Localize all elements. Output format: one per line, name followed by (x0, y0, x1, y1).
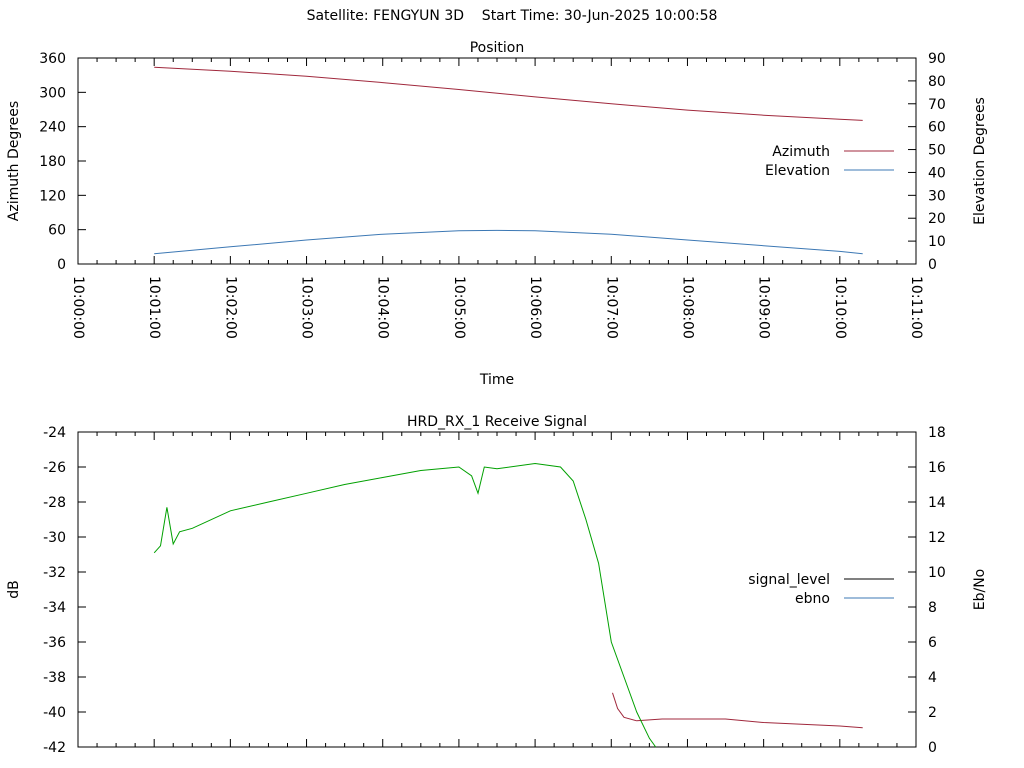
position-series-Elevation (154, 229, 863, 255)
position-title: Position (470, 40, 525, 56)
position-x-tick-label: 10:02:00 (222, 276, 238, 339)
signal-y2-tick-label: 4 (928, 670, 937, 686)
signal-y-tick-label: -28 (43, 495, 66, 511)
position-x-tick-label: 10:11:00 (908, 276, 924, 339)
position-x-tick-label: 10:09:00 (756, 276, 772, 339)
position-y2-tick-label: 80 (928, 74, 946, 90)
signal-y2-tick-label: 12 (928, 530, 946, 546)
position-y2-tick-label: 90 (928, 51, 946, 67)
signal-plot-frame (77, 431, 917, 748)
position-x-tick-label: 10:08:00 (679, 276, 695, 339)
position-x-tick-label: 10:10:00 (832, 276, 848, 339)
position-y-tick-label: 240 (39, 120, 66, 136)
position-y-tick-label: 180 (39, 154, 66, 170)
signal-y-tick-label: -40 (43, 705, 66, 721)
signal-y2-tick-label: 16 (928, 460, 946, 476)
position-y-tick-label: 120 (39, 188, 66, 204)
position-x-tick-label: 10:05:00 (451, 276, 467, 339)
signal-y2-tick-label: 6 (928, 635, 937, 651)
position-legend-label-Azimuth: Azimuth (772, 144, 830, 160)
position-y2-tick-label: 50 (928, 143, 946, 159)
signal-y-tick-label: -24 (43, 425, 66, 441)
position-x-tick-label: 10:03:00 (299, 276, 315, 339)
signal-series-ebno (153, 462, 657, 748)
signal-title: HRD_RX_1 Receive Signal (407, 414, 587, 430)
position-y2-axis-label: Elevation Degrees (972, 97, 988, 225)
signal-y2-axis-label: Eb/No (972, 569, 988, 611)
position-y2-tick-label: 10 (928, 234, 946, 250)
signal-y2-tick-label: 2 (928, 705, 937, 721)
signal-legend-label-ebno: ebno (795, 591, 830, 607)
signal-y-tick-label: -34 (43, 600, 66, 616)
signal-series-signal-level (612, 692, 863, 729)
position-y2-tick-label: 60 (928, 120, 946, 136)
position-x-tick-label: 10:00:00 (70, 276, 86, 339)
page-title: Satellite: FENGYUN 3D Start Time: 30-Jun… (306, 8, 718, 24)
signal-y-tick-label: -30 (43, 530, 66, 546)
signal-y2-tick-label: 10 (928, 565, 946, 581)
position-y-tick-label: 360 (39, 51, 66, 67)
position-series-Azimuth (154, 66, 863, 121)
signal-legend-label-signal-level: signal_level (748, 572, 830, 588)
position-y2-tick-label: 70 (928, 97, 946, 113)
signal-y2-tick-label: 14 (928, 495, 946, 511)
position-y-tick-label: 60 (48, 223, 66, 239)
signal-y-axis-label: dB (6, 580, 22, 599)
position-y2-tick-label: 0 (928, 257, 937, 273)
position-y2-tick-label: 30 (928, 188, 946, 204)
position-x-axis-label: Time (479, 372, 514, 388)
signal-y-tick-label: -36 (43, 635, 66, 651)
position-plot-frame (77, 57, 917, 265)
position-y2-tick-label: 20 (928, 211, 946, 227)
position-legend-label-Elevation: Elevation (765, 163, 830, 179)
signal-y-tick-label: -42 (43, 740, 66, 756)
position-y-tick-label: 0 (57, 257, 66, 273)
position-y-tick-label: 300 (39, 85, 66, 101)
position-x-tick-label: 10:07:00 (603, 276, 619, 339)
position-x-tick-label: 10:01:00 (146, 276, 162, 339)
signal-y-tick-label: -38 (43, 670, 66, 686)
position-x-tick-label: 10:04:00 (375, 276, 391, 339)
position-x-tick-label: 10:06:00 (527, 276, 543, 339)
signal-y2-tick-label: 18 (928, 425, 946, 441)
position-y2-tick-label: 40 (928, 165, 946, 181)
position-y-axis-label: Azimuth Degrees (6, 101, 22, 221)
signal-y-tick-label: -32 (43, 565, 66, 581)
signal-y2-tick-label: 0 (928, 740, 937, 756)
signal-y-tick-label: -26 (43, 460, 66, 476)
signal-y2-tick-label: 8 (928, 600, 937, 616)
